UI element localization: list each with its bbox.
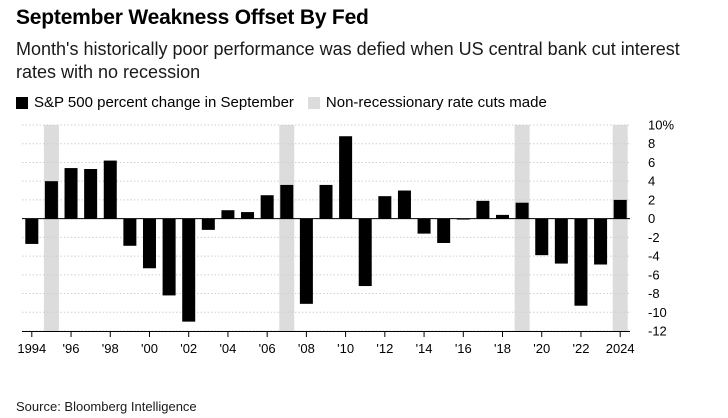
legend-item-bars: S&P 500 percent change in September xyxy=(16,94,294,111)
bar-2013 xyxy=(397,190,411,219)
bar-2015 xyxy=(437,218,451,243)
bar-2020 xyxy=(535,218,549,256)
shade-band-2024 xyxy=(612,125,628,331)
x-tick-label: 2024 xyxy=(606,341,635,356)
x-tick-label: '10 xyxy=(337,341,354,356)
y-tick-label: -10 xyxy=(648,305,667,320)
x-tick-label: '12 xyxy=(376,341,393,356)
x-tick-label: '08 xyxy=(298,341,315,356)
bar-2005 xyxy=(241,212,255,219)
y-tick-label: -6 xyxy=(648,267,660,282)
legend-label-bars: S&P 500 percent change in September xyxy=(34,94,294,111)
shade-band-2019 xyxy=(514,125,530,331)
legend-label-shade: Non-recessionary rate cuts made xyxy=(325,94,547,111)
x-tick-label: '04 xyxy=(219,341,236,356)
bar-2007 xyxy=(280,184,294,219)
bar-2012 xyxy=(378,196,392,219)
bar-2018 xyxy=(496,214,510,219)
legend: S&P 500 percent change in September Non-… xyxy=(16,94,561,111)
bar-1994 xyxy=(25,218,39,244)
y-tick-label: 10% xyxy=(648,118,674,133)
shade-band-1995 xyxy=(43,125,59,331)
y-tick-label: 6 xyxy=(648,155,655,170)
y-tick-label: 2 xyxy=(648,192,655,207)
bar-2021 xyxy=(554,218,568,264)
bar-1999 xyxy=(123,218,137,246)
y-tick-label: -2 xyxy=(648,230,660,245)
x-tick-label: '20 xyxy=(533,341,550,356)
bar-2002 xyxy=(182,218,196,322)
x-tick-label: '14 xyxy=(416,341,433,356)
bar-2017 xyxy=(476,200,490,219)
y-tick-label: -12 xyxy=(648,324,667,339)
bar-2023 xyxy=(594,218,608,265)
bar-2006 xyxy=(260,195,274,219)
y-tick-label: 0 xyxy=(648,211,655,226)
bar-2010 xyxy=(339,136,353,219)
shade-band-2007 xyxy=(279,125,295,331)
bar-2011 xyxy=(358,218,372,287)
bar-1998 xyxy=(103,160,117,219)
bar-2003 xyxy=(201,218,215,230)
source-note: Source: Bloomberg Intelligence xyxy=(16,399,197,414)
x-tick-label: '06 xyxy=(259,341,276,356)
x-tick-label: '16 xyxy=(455,341,472,356)
y-tick-label: 8 xyxy=(648,136,655,151)
chart-title: September Weakness Offset By Fed xyxy=(16,6,369,29)
bar-2009 xyxy=(319,184,333,219)
x-tick-label: '18 xyxy=(494,341,511,356)
x-tick-label: '00 xyxy=(141,341,158,356)
bar-1997 xyxy=(84,169,98,219)
x-tick-label: '96 xyxy=(63,341,80,356)
bar-2022 xyxy=(574,218,588,306)
bar-2001 xyxy=(162,218,176,296)
bar-1996 xyxy=(64,168,78,219)
x-tick-label: 1994 xyxy=(17,341,46,356)
legend-swatch-bars xyxy=(16,96,28,109)
bar-1995 xyxy=(44,181,58,219)
legend-item-shade: Non-recessionary rate cuts made xyxy=(307,94,547,111)
y-tick-label: 4 xyxy=(648,174,655,189)
bar-2004 xyxy=(221,210,235,219)
bar-2014 xyxy=(417,218,431,234)
x-tick-label: '22 xyxy=(572,341,589,356)
legend-swatch-shade xyxy=(307,96,320,109)
bar-2000 xyxy=(142,218,156,269)
bar-2008 xyxy=(299,218,313,304)
bar-2019 xyxy=(515,202,529,219)
x-tick-label: '98 xyxy=(102,341,119,356)
x-tick-label: '02 xyxy=(180,341,197,356)
y-tick-label: -4 xyxy=(648,249,660,264)
bar-2024 xyxy=(613,199,627,219)
chart-subtitle: Month's historically poor performance wa… xyxy=(16,39,680,82)
y-tick-label: -8 xyxy=(648,286,660,301)
